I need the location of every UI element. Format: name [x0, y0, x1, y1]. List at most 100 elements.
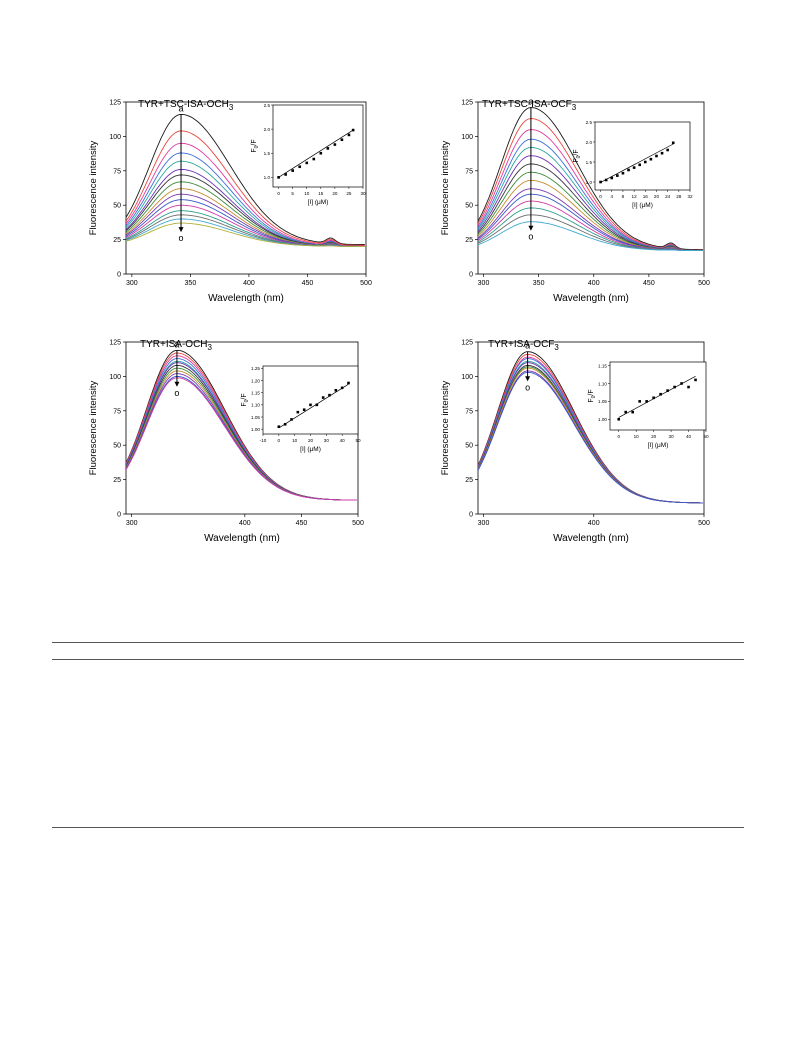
inset-y-label-main: F	[251, 148, 258, 152]
emission-curves	[126, 349, 357, 501]
chart-title: TYR+ISA-OCF3	[488, 339, 559, 352]
inset-y-tick-label: 1.5	[586, 160, 593, 165]
y-tick-label: 0	[117, 512, 121, 519]
inset-frame	[594, 121, 691, 191]
inset-data-point	[305, 161, 309, 165]
y-tick-label: 0	[117, 272, 121, 279]
inset-x-tick-label: 5	[291, 191, 294, 196]
chart-title-main: TYR+TSC-ISA-OCF	[482, 99, 572, 110]
inset-y-tick-label: 2.5	[586, 120, 593, 125]
arrow-down-icon	[174, 381, 180, 387]
inset-y-label-subscript: 0	[244, 399, 250, 402]
inset-data-point	[283, 422, 287, 426]
inset-data-point	[334, 388, 338, 392]
inset-data-point	[666, 389, 669, 392]
inset-data-point	[624, 410, 628, 414]
inset-data-point	[321, 396, 325, 399]
chart-title: TYR+TSC-ISA-OCH3	[138, 99, 234, 112]
inset-x-tick-label: 32	[687, 194, 693, 199]
chart-title-main: TYR+ISA-OCF	[488, 339, 554, 350]
inset-y-label-subscript: 0	[254, 145, 260, 148]
arrow-start-label: a	[179, 103, 184, 113]
emission-curve-12	[126, 377, 357, 501]
inset-data-point	[643, 160, 647, 164]
y-tick-label: 25	[465, 477, 473, 484]
x-tick-label: 450	[302, 280, 314, 287]
inset-y-label: F0/F	[251, 139, 260, 152]
inset-y-label-subscript: 0	[591, 395, 597, 398]
inset-data-point	[312, 157, 316, 161]
y-tick-label: 25	[113, 237, 121, 244]
x-axis-label: Wavelength (nm)	[553, 533, 629, 544]
chart-title-main: TYR+TSC-ISA-OCH	[138, 99, 229, 110]
arrow-down-icon	[528, 225, 534, 231]
y-tick-label: 50	[113, 203, 121, 210]
inset-x-tick-label: 20	[654, 194, 660, 199]
y-tick-label: 125	[461, 340, 473, 347]
x-tick-label: 450	[643, 280, 655, 287]
x-tick-label: 400	[588, 280, 600, 287]
inset-x-tick-label: 20	[308, 438, 314, 443]
x-tick-label: 500	[360, 280, 372, 287]
y-tick-label: 125	[109, 340, 121, 347]
inset-y-tick-label: 1.5	[264, 151, 271, 156]
inset-y-tick-label: 2.5	[264, 103, 271, 108]
inset-y-tick-label: 1.15	[251, 391, 260, 396]
chart-title-subscript: 3	[229, 103, 234, 112]
inset-y-label: F0/F	[573, 149, 582, 162]
stern-volmer-inset: 0 5 10 15 20 25 301.01.52.02.5[I] (μM)F0/F	[251, 103, 366, 206]
inset-data-point	[340, 138, 344, 142]
inset-x-tick-label: 25	[346, 191, 352, 196]
chart-title: TYR+ISA-OCH3	[140, 339, 213, 352]
inset-data-point	[351, 128, 355, 132]
inset-data-point	[660, 151, 664, 155]
plot-frame	[125, 101, 367, 275]
y-tick-label: 0	[469, 272, 473, 279]
inset-data-point	[659, 392, 662, 396]
inset-data-point	[617, 417, 621, 421]
inset-data-point	[319, 151, 323, 155]
y-tick-label: 100	[109, 374, 121, 381]
inset-x-label: [I] (μM)	[300, 446, 321, 453]
inset-x-tick-label: 15	[318, 191, 324, 196]
arrow-start-label: a	[528, 97, 533, 107]
inset-x-tick-label: 20	[332, 191, 338, 196]
y-tick-label: 50	[113, 443, 121, 450]
inset-y-tick-label: 1.0	[264, 175, 271, 180]
inset-x-tick-label: 12	[632, 194, 638, 199]
x-tick-label: 300	[126, 520, 138, 527]
y-tick-label: 50	[465, 443, 473, 450]
inset-data-point	[673, 385, 676, 389]
y-tick-label: 50	[465, 203, 473, 210]
emission-curves	[478, 351, 703, 504]
inset-x-tick-label: 0	[599, 194, 602, 199]
y-axis-label: Fluorescence intensity	[440, 380, 451, 475]
y-tick-label: 75	[113, 168, 121, 175]
y-tick-label: 100	[109, 134, 121, 141]
inset-y-label-tail: /F	[251, 139, 258, 145]
inset-y-tick-label: 1.10	[251, 403, 260, 408]
inset-fit-line	[278, 129, 354, 178]
inset-y-label: F0/F	[241, 393, 250, 406]
inset-y-label-tail: /F	[573, 149, 580, 155]
inset-x-label: [I] (μM)	[648, 442, 669, 449]
inset-x-tick-label: 40	[686, 434, 692, 439]
inset-data-point	[632, 166, 636, 169]
inset-data-point	[645, 400, 648, 403]
inset-x-tick-label: 16	[643, 194, 649, 199]
stern-volmer-inset: -10 0 10 20 30 40 50 1.00 1.05 1.10 1.15 1.20 1.25 [I…	[241, 365, 361, 453]
inset-x-tick-label: -10	[260, 438, 267, 443]
inset-data-point	[604, 178, 608, 182]
inset-data-point	[340, 386, 344, 390]
y-tick-label: 125	[109, 100, 121, 107]
y-tick-label: 75	[113, 408, 121, 415]
y-tick-label: 125	[461, 100, 473, 107]
y-tick-label: 0	[469, 512, 473, 519]
x-tick-label: 400	[243, 280, 255, 287]
emission-curve-2	[126, 130, 365, 246]
inset-x-tick-label: 30	[324, 438, 330, 443]
plot-frame	[477, 101, 705, 275]
inset-frame	[262, 365, 359, 435]
